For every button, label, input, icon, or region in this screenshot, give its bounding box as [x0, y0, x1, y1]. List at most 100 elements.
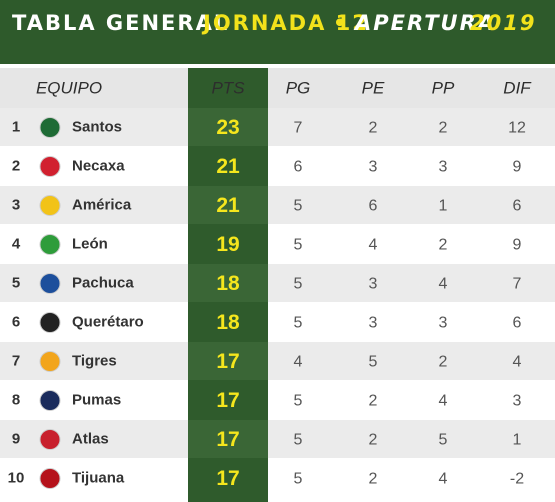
- column-header: PE: [362, 78, 385, 97]
- pts-cell: [188, 342, 268, 380]
- team-name: Querétaro: [72, 313, 144, 330]
- position: 2: [12, 157, 20, 174]
- stat: 5: [294, 393, 303, 410]
- points: 18: [216, 272, 240, 295]
- team-name: Santos: [72, 118, 122, 135]
- team-name: Tijuana: [72, 469, 125, 486]
- title-part: TABLA GENERAL: [12, 11, 229, 35]
- pts-cell: [188, 381, 268, 419]
- title-part: APERTURA: [353, 11, 496, 35]
- position: 9: [12, 430, 20, 447]
- stat: 3: [369, 159, 378, 176]
- stat: 3: [439, 159, 448, 176]
- stat: 5: [439, 432, 448, 449]
- stat: 4: [439, 276, 448, 293]
- position: 7: [12, 352, 20, 369]
- row-band: [0, 225, 555, 263]
- stat: 5: [294, 276, 303, 293]
- stat: 2: [439, 120, 448, 137]
- points: 19: [216, 233, 239, 256]
- team-name: Necaxa: [72, 157, 125, 174]
- stat: 2: [369, 471, 378, 488]
- title-part: JORNADA 12: [201, 11, 369, 35]
- stat: 2: [369, 432, 378, 449]
- position: 4: [12, 235, 21, 252]
- team-name: Pachuca: [72, 274, 134, 291]
- team-name: Atlas: [72, 430, 109, 447]
- column-header: EQUIPO: [36, 78, 102, 97]
- stat: 3: [439, 315, 448, 332]
- team-logo: [39, 312, 61, 333]
- row-band: [0, 420, 555, 458]
- pts-cell: [188, 186, 268, 224]
- team-logo: [39, 468, 61, 489]
- stat: 7: [294, 120, 303, 137]
- position: 6: [12, 313, 20, 330]
- row-band: [0, 342, 555, 380]
- pts-cell: [188, 459, 268, 497]
- stat: 12: [508, 120, 526, 137]
- stat: 5: [294, 237, 303, 254]
- title-part: •: [333, 11, 348, 35]
- row-band: [0, 108, 555, 146]
- position: 8: [12, 391, 20, 408]
- team-logo: [39, 234, 61, 255]
- stat: 3: [369, 276, 378, 293]
- stat: 4: [439, 471, 448, 488]
- row-band: [0, 459, 555, 497]
- pts-cell: [188, 303, 268, 341]
- pts-cell: [188, 225, 268, 263]
- team-name: Tigres: [72, 352, 117, 369]
- column-header: DIF: [503, 78, 532, 97]
- points: 17: [216, 428, 239, 451]
- pts-cell: [188, 420, 268, 458]
- stat: 2: [369, 393, 378, 410]
- points: 23: [216, 116, 239, 139]
- stat: 5: [294, 315, 303, 332]
- team-logo: [39, 390, 61, 411]
- row-band: [0, 303, 555, 341]
- team-logo: [39, 117, 61, 138]
- points: 17: [216, 350, 239, 373]
- points: 17: [216, 389, 239, 412]
- column-header: PP: [432, 78, 455, 97]
- stat: 4: [439, 393, 448, 410]
- points: 21: [216, 194, 240, 217]
- title-part: 2019: [470, 11, 536, 35]
- stat: 2: [439, 354, 448, 371]
- team-logo: [39, 195, 61, 216]
- stat: 2: [439, 237, 448, 254]
- stat: 2: [369, 120, 378, 137]
- stat: 3: [369, 315, 378, 332]
- row-band: [0, 186, 555, 224]
- team-name: América: [72, 196, 132, 213]
- stat: 5: [294, 198, 303, 215]
- stat: 5: [369, 354, 378, 371]
- stat: 4: [513, 354, 522, 371]
- row-band: [0, 147, 555, 185]
- points: 17: [216, 467, 239, 490]
- team-logo: [39, 273, 61, 294]
- stat: 4: [294, 354, 303, 371]
- position: 1: [12, 118, 20, 135]
- stat: 3: [513, 393, 522, 410]
- stat: 6: [513, 198, 522, 215]
- team-logo: [39, 351, 61, 372]
- row-band: [0, 264, 555, 302]
- stat: 1: [439, 198, 448, 215]
- stat: 6: [513, 315, 522, 332]
- header-gap: [0, 64, 555, 68]
- points: 21: [216, 155, 240, 178]
- stat: 4: [369, 237, 378, 254]
- pts-cell: [188, 264, 268, 302]
- stat: 9: [513, 237, 522, 254]
- team-logo: [39, 429, 61, 450]
- stat: 7: [513, 276, 522, 293]
- team-name: Pumas: [72, 391, 121, 408]
- header-band: [0, 0, 555, 64]
- stat: 6: [294, 159, 303, 176]
- pts-cell: [188, 147, 268, 185]
- stat: 5: [294, 471, 303, 488]
